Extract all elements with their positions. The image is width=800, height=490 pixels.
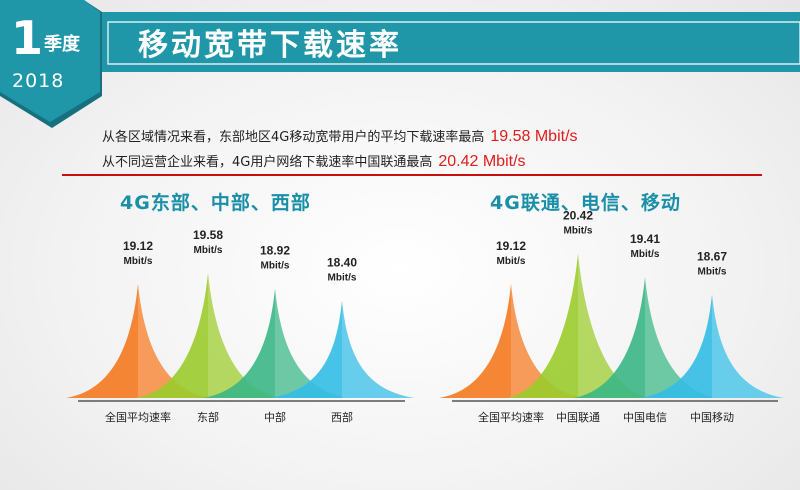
peak-东部 <box>136 273 280 398</box>
summary-line-2-value: 20.42 Mbit/s <box>438 153 526 170</box>
category-label: 东部 <box>197 410 219 424</box>
value-label: 19.12 <box>123 239 153 253</box>
peak-highlight-中国联通 <box>578 253 650 398</box>
peak-highlight-中国移动 <box>712 294 784 398</box>
unit-label: Mbit/s <box>564 226 593 237</box>
peak-highlight-西部 <box>342 300 414 398</box>
page-title: 移动宽带下载速率 <box>138 28 402 63</box>
peak-highlight-全国平均速率 <box>138 283 210 398</box>
peak-全国平均速率 <box>66 283 210 398</box>
value-label: 19.12 <box>496 239 526 253</box>
category-label: 西部 <box>331 410 353 424</box>
category-label: 全国平均速率 <box>478 410 544 424</box>
peak-中国电信 <box>573 277 717 398</box>
value-label: 18.67 <box>697 249 727 263</box>
unit-label: Mbit/s <box>124 256 153 267</box>
peak-西部 <box>270 300 414 398</box>
unit-label: Mbit/s <box>194 245 223 256</box>
quarter-number: 1 <box>10 11 43 65</box>
value-label: 19.58 <box>193 228 223 242</box>
peak-highlight-东部 <box>208 273 280 398</box>
unit-label: Mbit/s <box>698 266 727 277</box>
category-label: 中国电信 <box>623 411 667 424</box>
summary-line-1: 从各区域情况来看，东部地区4G移动宽带用户的平均下载速率最高 19.58 Mbit… <box>102 126 578 146</box>
peak-highlight-中国电信 <box>645 277 717 398</box>
category-label: 中部 <box>264 410 286 424</box>
red-divider <box>62 174 762 176</box>
unit-label: Mbit/s <box>497 256 526 267</box>
peak-中国联通 <box>506 253 650 398</box>
peak-highlight-全国平均速率 <box>511 283 583 398</box>
summary-line-1-text: 从各区域情况来看，东部地区4G移动宽带用户的平均下载速率最高 <box>102 130 485 145</box>
value-label: 18.40 <box>327 256 357 270</box>
peak-全国平均速率 <box>439 283 583 398</box>
year-label: 2018 <box>12 70 65 92</box>
value-label: 20.42 <box>563 209 593 223</box>
peak-中部 <box>203 288 347 398</box>
category-label: 全国平均速率 <box>105 410 171 424</box>
peak-highlight-中部 <box>275 288 347 398</box>
summary-line-2: 从不同运营企业来看，4G用户网络下载速率中国联通最高 20.42 Mbit/s <box>102 151 526 171</box>
quarter-label: 季度 <box>44 34 80 55</box>
unit-label: Mbit/s <box>328 273 357 284</box>
chart-1-title: 4G东部、中部、西部 <box>120 192 311 214</box>
category-label: 中国联通 <box>556 411 600 424</box>
category-label: 中国移动 <box>690 411 734 424</box>
chart-2-title: 4G联通、电信、移动 <box>490 192 681 214</box>
peak-中国移动 <box>640 294 784 398</box>
unit-label: Mbit/s <box>631 249 660 260</box>
value-label: 19.41 <box>630 232 660 246</box>
value-label: 18.92 <box>260 244 290 258</box>
summary-line-1-value: 19.58 Mbit/s <box>490 128 578 145</box>
header-banner: 1 季度 2018 移动宽带下载速率 <box>0 0 800 130</box>
banner-shapes <box>0 0 800 128</box>
chart-2: 19.12 Mbit/s 全国平均速率 20.42 Mbit/s 中国联通 19.41 Mbi… <box>439 209 784 424</box>
chart-1: 19.12 Mbit/s 全国平均速率 19.58 Mbit/s 东部 18.92 Mbit/… <box>66 228 414 424</box>
summary-line-2-text: 从不同运营企业来看，4G用户网络下载速率中国联通最高 <box>102 155 433 170</box>
unit-label: Mbit/s <box>261 261 290 272</box>
